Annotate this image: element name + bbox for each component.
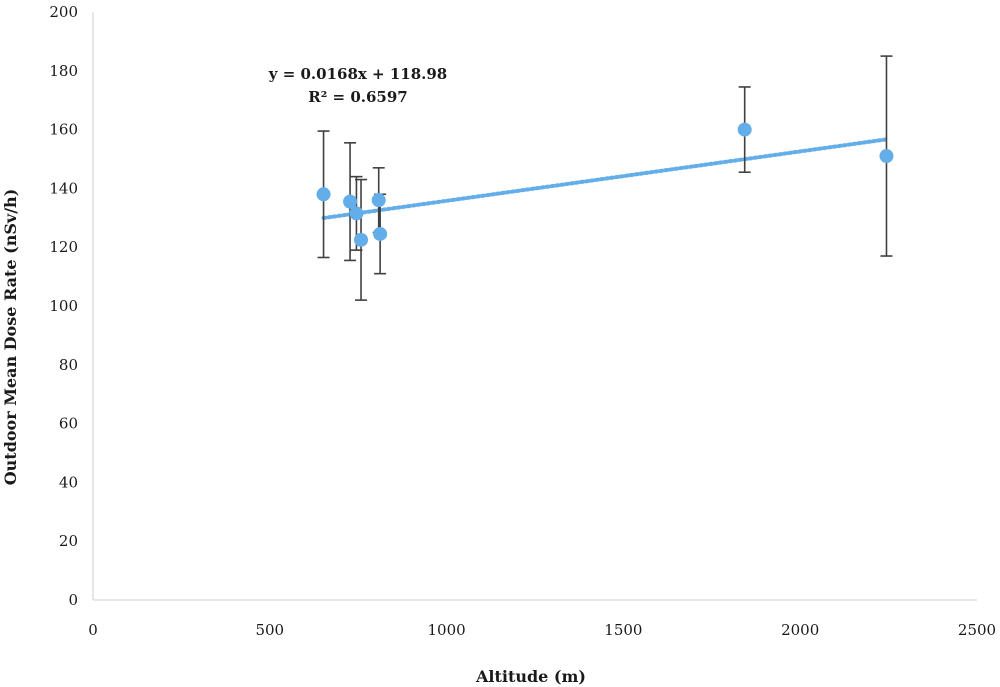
data-point: [316, 187, 331, 202]
data-point: [371, 193, 386, 208]
y-tick-labels: 0 20 40 60 80 100 120 140 160 180 200: [49, 3, 78, 609]
trendline-equation: y = 0.0168x + 118.98: [268, 65, 448, 83]
y-tick-label: 60: [59, 415, 78, 433]
x-axis-title: Altitude (m): [475, 667, 586, 686]
trendline-r2: R² = 0.6597: [308, 88, 407, 106]
y-tick-label: 100: [49, 297, 78, 315]
x-tick-label: 0: [88, 621, 98, 639]
y-tick-label: 160: [49, 121, 78, 139]
x-tick-label: 1500: [604, 621, 642, 639]
x-tick-label: 1000: [428, 621, 466, 639]
y-axis-title: Outdoor Mean Dose Rate (nSv/h): [1, 189, 20, 486]
x-tick-label: 500: [255, 621, 284, 639]
data-point: [373, 226, 388, 241]
data-point: [349, 206, 364, 221]
data-point: [354, 232, 369, 247]
y-tick-label: 80: [59, 356, 78, 374]
axes: [92, 12, 977, 601]
data-point: [343, 194, 358, 209]
data-point: [879, 149, 894, 164]
y-tick-label: 140: [49, 179, 78, 197]
y-tick-label: 0: [68, 591, 78, 609]
data-point: [737, 122, 752, 137]
y-tick-label: 180: [49, 62, 78, 80]
y-tick-label: 200: [49, 3, 78, 21]
x-tick-label: 2000: [781, 621, 819, 639]
y-tick-label: 40: [59, 473, 78, 491]
x-tick-label: 2500: [958, 621, 996, 639]
trendline-layer: [321, 137, 889, 220]
y-tick-label: 20: [59, 532, 78, 550]
data-points: [316, 122, 894, 247]
trendline: [321, 137, 889, 220]
x-tick-labels: 0 500 1000 1500 2000 2500: [88, 621, 996, 639]
y-tick-label: 120: [49, 238, 78, 256]
